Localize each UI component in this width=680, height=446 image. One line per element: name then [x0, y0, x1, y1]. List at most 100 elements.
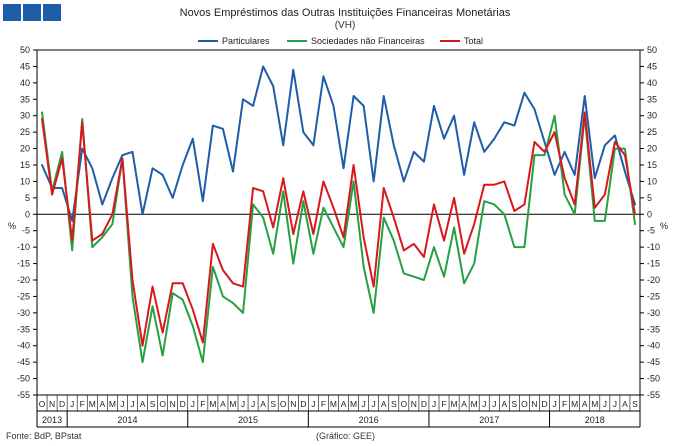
y-tick-label-right: 0: [647, 209, 652, 219]
month-label: J: [70, 399, 74, 409]
month-label: A: [220, 399, 226, 409]
y-tick-label-right: -25: [647, 291, 660, 301]
month-label: N: [49, 399, 55, 409]
month-label: S: [632, 399, 638, 409]
series-line-particulares: [41, 65, 636, 222]
month-label: J: [603, 399, 607, 409]
logo-block-3: [43, 4, 61, 21]
y-tick-label-right: -45: [647, 357, 660, 367]
y-axis-label-right: %: [660, 221, 668, 231]
y-tick-label-left: 50: [20, 45, 30, 55]
y-tick-label-left: 45: [20, 61, 30, 71]
month-label: A: [260, 399, 266, 409]
logo-block-2: [23, 4, 41, 21]
month-label: F: [441, 399, 446, 409]
month-label: M: [451, 399, 458, 409]
y-tick-label-left: -45: [17, 357, 30, 367]
y-tick-label-right: 25: [647, 127, 657, 137]
y-tick-label-right: -40: [647, 341, 660, 351]
year-label-2015: 2015: [238, 415, 258, 425]
year-label-2014: 2014: [117, 415, 137, 425]
y-tick-label-left: -5: [22, 226, 30, 236]
month-label: O: [159, 399, 166, 409]
month-label: O: [39, 399, 46, 409]
month-label: S: [270, 399, 276, 409]
y-tick-label-right: 30: [647, 111, 657, 121]
y-tick-label-left: -35: [17, 324, 30, 334]
month-label: D: [300, 399, 306, 409]
legend-swatch-sociedades: [287, 39, 307, 42]
month-label: J: [372, 399, 376, 409]
y-tick-label-right: 20: [647, 144, 657, 154]
month-label: N: [170, 399, 176, 409]
month-label: N: [531, 399, 537, 409]
credit-note: (Gráfico: GEE): [316, 431, 376, 441]
y-tick-label-right: -50: [647, 374, 660, 384]
legend-item-sociedades: Sociedades não Financeiras: [287, 36, 425, 46]
month-label: F: [80, 399, 85, 409]
y-tick-label-left: 25: [20, 127, 30, 137]
month-label: J: [241, 399, 245, 409]
y-tick-label-right: -30: [647, 308, 660, 318]
month-label: F: [321, 399, 326, 409]
month-label: S: [150, 399, 156, 409]
y-axis-label-left: %: [8, 221, 16, 231]
month-label: M: [591, 399, 598, 409]
y-tick-label-right: 40: [647, 78, 657, 88]
y-tick-label-left: -25: [17, 291, 30, 301]
legend-label-sociedades: Sociedades não Financeiras: [311, 36, 425, 46]
month-label: J: [482, 399, 486, 409]
year-label-2018: 2018: [585, 415, 605, 425]
y-tick-label-left: 40: [20, 78, 30, 88]
month-label: J: [191, 399, 195, 409]
month-label: A: [381, 399, 387, 409]
y-tick-label-left: 20: [20, 144, 30, 154]
month-label: A: [140, 399, 146, 409]
month-label: A: [461, 399, 467, 409]
month-label: M: [229, 399, 236, 409]
y-tick-label-right: 50: [647, 45, 657, 55]
month-label: A: [341, 399, 347, 409]
year-label-2017: 2017: [479, 415, 499, 425]
y-tick-label-left: -40: [17, 341, 30, 351]
legend-label-total: Total: [464, 36, 484, 46]
month-label: O: [401, 399, 408, 409]
month-label: F: [200, 399, 205, 409]
month-label: J: [311, 399, 315, 409]
y-tick-label-right: -20: [647, 275, 660, 285]
legend-label-particulares: Particulares: [222, 36, 270, 46]
month-label: M: [350, 399, 357, 409]
y-tick-label-right: 35: [647, 94, 657, 104]
month-label: O: [280, 399, 287, 409]
month-label: J: [552, 399, 556, 409]
series-line-sociedades: [41, 111, 636, 364]
month-label: M: [571, 399, 578, 409]
y-tick-label-right: 10: [647, 176, 657, 186]
y-tick-label-left: 10: [20, 176, 30, 186]
y-tick-label-left: 0: [25, 209, 30, 219]
y-tick-label-left: -30: [17, 308, 30, 318]
month-label: M: [330, 399, 337, 409]
y-tick-label-left: 35: [20, 94, 30, 104]
legend-item-particulares: Particulares: [198, 36, 270, 46]
source-note: Fonte: BdP, BPstat: [6, 431, 82, 441]
series-line-total: [41, 111, 636, 347]
month-label: M: [471, 399, 478, 409]
month-label: D: [541, 399, 547, 409]
year-label-2013: 2013: [42, 415, 62, 425]
month-label: M: [209, 399, 216, 409]
month-label: S: [512, 399, 518, 409]
month-label: N: [290, 399, 296, 409]
y-tick-label-right: -55: [647, 390, 660, 400]
month-label: J: [613, 399, 617, 409]
month-label: M: [109, 399, 116, 409]
chart-legend: Particulares Sociedades não Financeiras …: [0, 36, 680, 50]
month-label: D: [421, 399, 427, 409]
month-label: J: [492, 399, 496, 409]
month-label: A: [501, 399, 507, 409]
month-label: A: [622, 399, 628, 409]
chart-subtitle: (VH): [334, 20, 356, 31]
y-tick-label-left: -55: [17, 390, 30, 400]
month-label: O: [521, 399, 528, 409]
